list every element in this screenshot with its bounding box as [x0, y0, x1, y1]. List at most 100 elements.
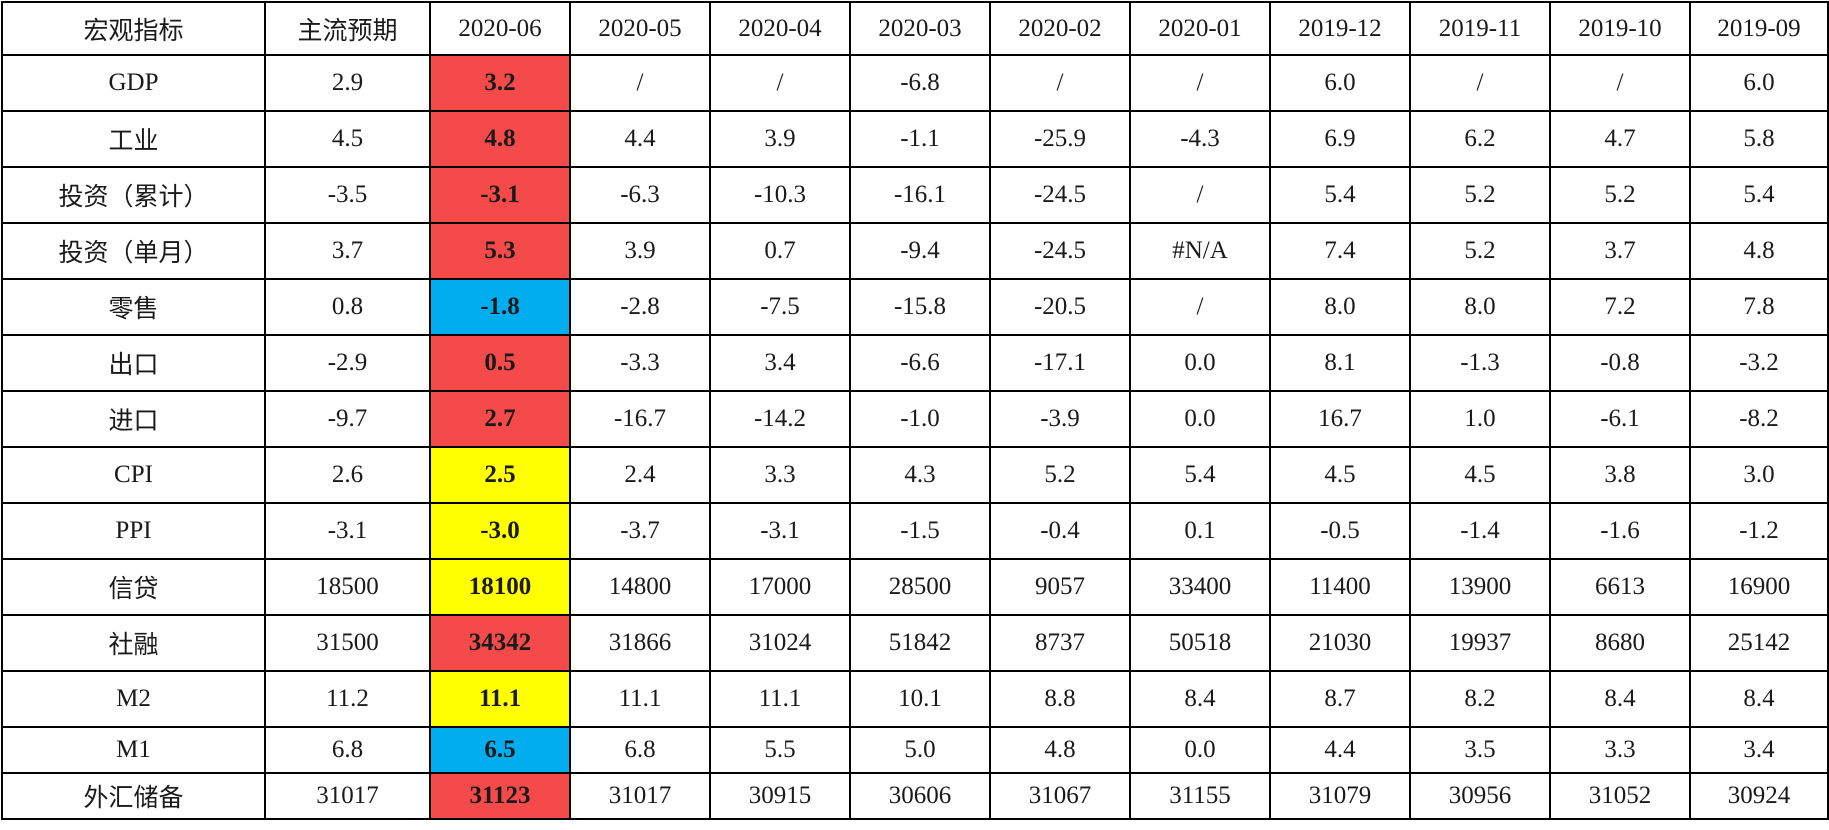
current-value-cell[interactable]: 6.5	[429, 726, 571, 774]
history-cell[interactable]: 3.3	[1549, 726, 1691, 774]
history-cell[interactable]: /	[989, 54, 1131, 112]
history-cell[interactable]: -3.2	[1689, 334, 1829, 392]
header-cell-2020-01[interactable]: 2020-01	[1129, 1, 1271, 56]
history-cell[interactable]: 7.4	[1269, 222, 1411, 280]
indicator-cell[interactable]: 工业	[1, 110, 266, 168]
history-cell[interactable]: 8.0	[1269, 278, 1411, 336]
history-cell[interactable]: 28500	[849, 558, 991, 616]
header-cell-expected[interactable]: 主流预期	[264, 1, 431, 56]
history-cell[interactable]: -8.2	[1689, 390, 1829, 448]
history-cell[interactable]: 5.2	[1549, 166, 1691, 224]
header-cell-2019-11[interactable]: 2019-11	[1409, 1, 1551, 56]
history-cell[interactable]: 6.8	[569, 726, 711, 774]
history-cell[interactable]: 3.4	[709, 334, 851, 392]
history-cell[interactable]: -16.7	[569, 390, 711, 448]
current-value-cell[interactable]: 31123	[429, 772, 571, 820]
history-cell[interactable]: 8680	[1549, 614, 1691, 672]
history-cell[interactable]: 31024	[709, 614, 851, 672]
history-cell[interactable]: 8.1	[1269, 334, 1411, 392]
history-cell[interactable]: -20.5	[989, 278, 1131, 336]
history-cell[interactable]: 11.1	[709, 670, 851, 728]
history-cell[interactable]: 25142	[1689, 614, 1829, 672]
history-cell[interactable]: -3.7	[569, 502, 711, 560]
history-cell[interactable]: 11.1	[569, 670, 711, 728]
history-cell[interactable]: 4.3	[849, 446, 991, 504]
history-cell[interactable]: #N/A	[1129, 222, 1271, 280]
history-cell[interactable]: 4.4	[1269, 726, 1411, 774]
history-cell[interactable]: 0.0	[1129, 334, 1271, 392]
history-cell[interactable]: -6.6	[849, 334, 991, 392]
history-cell[interactable]: 1.0	[1409, 390, 1551, 448]
current-value-cell[interactable]: 11.1	[429, 670, 571, 728]
expected-cell[interactable]: 6.8	[264, 726, 431, 774]
history-cell[interactable]: -0.8	[1549, 334, 1691, 392]
history-cell[interactable]: -10.3	[709, 166, 851, 224]
history-cell[interactable]: 9057	[989, 558, 1131, 616]
history-cell[interactable]: 3.8	[1549, 446, 1691, 504]
history-cell[interactable]: -1.3	[1409, 334, 1551, 392]
history-cell[interactable]: /	[1129, 54, 1271, 112]
expected-cell[interactable]: -9.7	[264, 390, 431, 448]
history-cell[interactable]: 21030	[1269, 614, 1411, 672]
current-value-cell[interactable]: 4.8	[429, 110, 571, 168]
history-cell[interactable]: 6.9	[1269, 110, 1411, 168]
history-cell[interactable]: -1.2	[1689, 502, 1829, 560]
history-cell[interactable]: 30924	[1689, 772, 1829, 820]
history-cell[interactable]: 8737	[989, 614, 1131, 672]
current-value-cell[interactable]: -1.8	[429, 278, 571, 336]
history-cell[interactable]: 30956	[1409, 772, 1551, 820]
history-cell[interactable]: 8.8	[989, 670, 1131, 728]
history-cell[interactable]: 0.1	[1129, 502, 1271, 560]
history-cell[interactable]: 5.2	[1409, 222, 1551, 280]
expected-cell[interactable]: 2.6	[264, 446, 431, 504]
current-value-cell[interactable]: 3.2	[429, 54, 571, 112]
history-cell[interactable]: -7.5	[709, 278, 851, 336]
history-cell[interactable]: 50518	[1129, 614, 1271, 672]
history-cell[interactable]: /	[1129, 278, 1271, 336]
history-cell[interactable]: 17000	[709, 558, 851, 616]
history-cell[interactable]: 3.9	[709, 110, 851, 168]
history-cell[interactable]: 30915	[709, 772, 851, 820]
history-cell[interactable]: 13900	[1409, 558, 1551, 616]
history-cell[interactable]: 10.1	[849, 670, 991, 728]
history-cell[interactable]: 3.3	[709, 446, 851, 504]
history-cell[interactable]: -6.8	[849, 54, 991, 112]
history-cell[interactable]: -6.3	[569, 166, 711, 224]
expected-cell[interactable]: -2.9	[264, 334, 431, 392]
indicator-cell[interactable]: M2	[1, 670, 266, 728]
history-cell[interactable]: 6.0	[1689, 54, 1829, 112]
indicator-cell[interactable]: 投资（单月）	[1, 222, 266, 280]
history-cell[interactable]: 5.4	[1129, 446, 1271, 504]
history-cell[interactable]: 6.2	[1409, 110, 1551, 168]
history-cell[interactable]: 5.4	[1269, 166, 1411, 224]
history-cell[interactable]: 31052	[1549, 772, 1691, 820]
history-cell[interactable]: 11400	[1269, 558, 1411, 616]
history-cell[interactable]: 5.2	[1409, 166, 1551, 224]
history-cell[interactable]: 8.7	[1269, 670, 1411, 728]
history-cell[interactable]: 5.8	[1689, 110, 1829, 168]
history-cell[interactable]: /	[1129, 166, 1271, 224]
header-cell-2019-10[interactable]: 2019-10	[1549, 1, 1691, 56]
history-cell[interactable]: /	[569, 54, 711, 112]
history-cell[interactable]: 7.8	[1689, 278, 1829, 336]
history-cell[interactable]: 0.0	[1129, 390, 1271, 448]
history-cell[interactable]: -2.8	[569, 278, 711, 336]
history-cell[interactable]: 5.2	[989, 446, 1131, 504]
header-cell-2020-03[interactable]: 2020-03	[849, 1, 991, 56]
indicator-cell[interactable]: 投资（累计）	[1, 166, 266, 224]
history-cell[interactable]: 8.4	[1549, 670, 1691, 728]
history-cell[interactable]: -4.3	[1129, 110, 1271, 168]
history-cell[interactable]: 31866	[569, 614, 711, 672]
current-value-cell[interactable]: 2.5	[429, 446, 571, 504]
header-cell-2020-04[interactable]: 2020-04	[709, 1, 851, 56]
indicator-cell[interactable]: 零售	[1, 278, 266, 336]
current-value-cell[interactable]: 18100	[429, 558, 571, 616]
history-cell[interactable]: -6.1	[1549, 390, 1691, 448]
history-cell[interactable]: 5.4	[1689, 166, 1829, 224]
history-cell[interactable]: -1.6	[1549, 502, 1691, 560]
current-value-cell[interactable]: 0.5	[429, 334, 571, 392]
indicator-cell[interactable]: GDP	[1, 54, 266, 112]
indicator-cell[interactable]: 出口	[1, 334, 266, 392]
expected-cell[interactable]: 31500	[264, 614, 431, 672]
expected-cell[interactable]: -3.5	[264, 166, 431, 224]
